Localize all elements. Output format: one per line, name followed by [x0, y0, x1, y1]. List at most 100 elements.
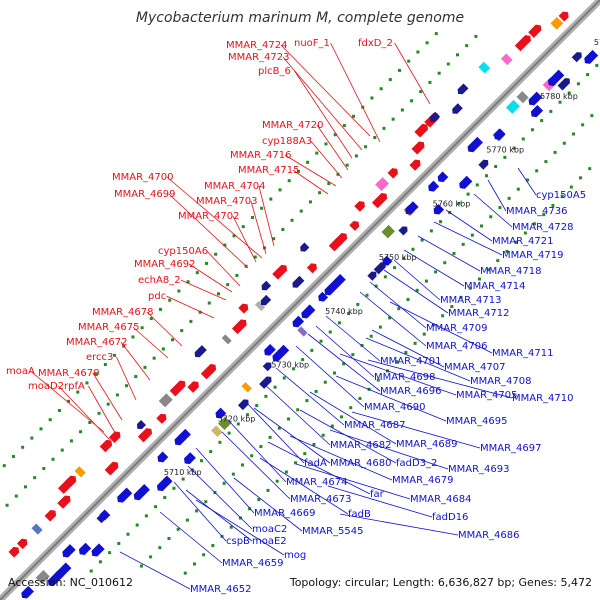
- lower-gene-label: MMAR_4711: [492, 348, 554, 359]
- track-dot: [235, 273, 239, 277]
- gene-arrow: [272, 264, 288, 280]
- summary-text: Topology: circular; Length: 6,636,827 bp…: [289, 576, 592, 589]
- track-dot: [39, 427, 43, 431]
- leader-line: [146, 311, 183, 347]
- lower-gene-label: MMAR_4679: [392, 475, 454, 486]
- track-dot: [218, 440, 222, 444]
- track-dot: [139, 564, 143, 568]
- track-dot: [595, 63, 599, 67]
- leader-line: [250, 200, 267, 255]
- track-dot: [470, 233, 474, 237]
- track-dot: [149, 317, 153, 321]
- upper-gene-label: plcB_6: [258, 66, 291, 77]
- track-dot: [185, 518, 189, 522]
- upper-gene-label: MMAR_4716: [230, 150, 292, 161]
- track-dot: [30, 436, 34, 440]
- track-dot: [305, 399, 309, 403]
- lower-gene-label: moaC2: [252, 524, 287, 535]
- gene-arrow: [99, 509, 111, 521]
- gene-arrow: [262, 362, 272, 372]
- track-dot: [535, 169, 539, 173]
- track-dot: [567, 91, 571, 95]
- leader-line: [166, 295, 215, 319]
- lower-gene-label: fadB: [348, 509, 371, 520]
- gene-arrow: [354, 201, 365, 212]
- gene-arrow: [157, 451, 169, 463]
- track-dot: [144, 514, 148, 518]
- track-dot: [186, 280, 190, 284]
- gene-arrow: [467, 136, 483, 153]
- track-dot: [42, 466, 46, 470]
- gene-block: [221, 334, 232, 345]
- leader-line: [367, 359, 513, 399]
- leader-line: [92, 372, 123, 421]
- track-dot: [14, 494, 18, 498]
- gene-arrow: [349, 220, 360, 231]
- track-dot: [167, 536, 171, 540]
- leader-line: [339, 353, 457, 396]
- gene-arrow: [156, 413, 167, 424]
- gene-arrow: [414, 123, 428, 138]
- gene-block: [31, 523, 43, 535]
- gene-arrow: [292, 275, 305, 288]
- lower-gene-label: MMAR_4652: [190, 584, 252, 595]
- track-dot: [352, 114, 356, 118]
- leader-line: [329, 429, 449, 470]
- track-dot: [397, 307, 401, 311]
- kbp-tick-label: 5740 kbp: [325, 307, 363, 316]
- track-dot: [308, 200, 312, 204]
- gene-arrow: [65, 475, 77, 487]
- track-dot: [373, 136, 377, 140]
- lower-gene-label: MMAR_4728: [512, 222, 574, 233]
- track-dot: [498, 206, 502, 210]
- lower-gene-label: fadA: [304, 458, 327, 469]
- gene-arrow: [429, 111, 441, 123]
- track-dot: [576, 82, 580, 86]
- track-dot: [452, 252, 456, 256]
- track-dot: [134, 375, 138, 379]
- track-dot: [299, 209, 303, 213]
- track-dot: [391, 117, 395, 121]
- track-dot: [149, 555, 153, 559]
- leader-line: [227, 419, 287, 483]
- track-dot: [505, 249, 509, 253]
- lower-gene-label: MMAR_4674: [286, 477, 348, 488]
- track-dot: [216, 292, 220, 296]
- leader-line: [417, 235, 481, 272]
- lower-gene-label: MMAR_4719: [502, 250, 564, 261]
- upper-gene-label: moaA: [6, 366, 35, 377]
- gene-arrow: [558, 11, 569, 22]
- gene-arrow: [264, 344, 276, 356]
- track-dot: [152, 356, 156, 360]
- gene-arrow: [428, 180, 440, 192]
- track-dot: [503, 155, 507, 159]
- gene-arrow: [335, 233, 348, 246]
- gene-block: [74, 466, 86, 478]
- track-dot: [255, 404, 259, 408]
- kbp-tick-label: 5780 kbp: [540, 92, 578, 101]
- gene-arrow: [174, 428, 191, 446]
- upper-gene-label: MMAR_4700: [112, 172, 174, 183]
- track-dot: [67, 399, 71, 403]
- gene-arrow: [91, 543, 105, 557]
- gene-arrow: [99, 439, 113, 453]
- track-dot: [358, 396, 362, 400]
- track-dot: [69, 439, 73, 443]
- gene-arrow: [494, 128, 506, 140]
- track-dot: [378, 325, 382, 329]
- lower-gene-label: MMAR_4697: [480, 443, 542, 454]
- track-dot: [342, 362, 346, 366]
- track-dot: [117, 541, 121, 545]
- track-dot: [514, 240, 518, 244]
- gene-arrow: [452, 103, 463, 114]
- track-dot: [269, 197, 273, 201]
- track-dot: [333, 133, 337, 137]
- track-dot: [533, 222, 537, 226]
- gene-arrow: [528, 91, 543, 106]
- track-dot: [523, 231, 527, 235]
- track-dot: [161, 347, 165, 351]
- track-dot: [434, 32, 438, 36]
- leader-line: [132, 326, 169, 359]
- gene-block: [478, 61, 491, 74]
- lower-gene-label: MMAR_4659: [222, 558, 284, 569]
